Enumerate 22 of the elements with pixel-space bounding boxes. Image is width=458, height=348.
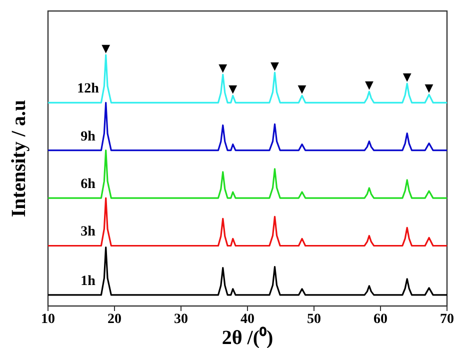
annotation: ▼: [364, 78, 374, 92]
x-tick-label: 60: [374, 312, 388, 327]
annotation: ▼: [298, 82, 307, 96]
x-tick-label: 20: [108, 312, 122, 327]
annotation: ▼: [424, 82, 434, 95]
series-label: 12h: [77, 82, 100, 97]
x-tick-label: 50: [307, 312, 321, 327]
series-label: 3h: [80, 224, 96, 240]
annotation: ▼: [228, 82, 238, 96]
annotation: ▼: [270, 60, 280, 73]
series-label: 6h: [80, 177, 96, 192]
series-label: 9h: [80, 129, 96, 144]
x-tick-label: 70: [440, 312, 454, 327]
annotation: ▼: [402, 70, 412, 84]
y-axis-title: Intensity / a.u: [8, 100, 30, 218]
annotation: ▼: [218, 62, 228, 75]
x-axis-title: 2θ /(⁰): [222, 326, 274, 348]
x-tick-label: 10: [41, 312, 55, 327]
x-tick-label: 30: [174, 312, 188, 327]
x-tick-label: 40: [240, 312, 254, 327]
series-label: 1h: [80, 274, 96, 289]
annotation: ▼: [102, 42, 111, 55]
